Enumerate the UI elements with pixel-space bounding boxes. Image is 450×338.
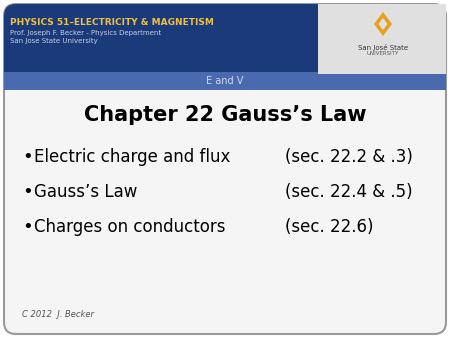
Text: Gauss’s Law: Gauss’s Law bbox=[34, 183, 137, 201]
Polygon shape bbox=[381, 13, 385, 19]
Text: Electric charge and flux: Electric charge and flux bbox=[34, 148, 230, 166]
Text: •: • bbox=[22, 218, 33, 236]
Polygon shape bbox=[378, 18, 387, 30]
Polygon shape bbox=[381, 29, 385, 35]
Text: PHYSICS 51–ELECTRICITY & MAGNETISM: PHYSICS 51–ELECTRICITY & MAGNETISM bbox=[10, 18, 214, 27]
FancyBboxPatch shape bbox=[4, 4, 446, 334]
Polygon shape bbox=[374, 12, 392, 36]
Text: San Jose State University: San Jose State University bbox=[10, 38, 98, 44]
Polygon shape bbox=[387, 21, 391, 27]
Text: •: • bbox=[22, 183, 33, 201]
Text: •: • bbox=[22, 148, 33, 166]
Bar bbox=[4, 50, 446, 74]
Text: C 2012  J. Becker: C 2012 J. Becker bbox=[22, 310, 94, 319]
Text: Prof. Joseph F. Becker - Physics Department: Prof. Joseph F. Becker - Physics Departm… bbox=[10, 30, 161, 36]
Text: San José State: San José State bbox=[358, 44, 408, 51]
Text: Chapter 22 Gauss’s Law: Chapter 22 Gauss’s Law bbox=[84, 105, 366, 125]
Text: (sec. 22.6): (sec. 22.6) bbox=[285, 218, 374, 236]
FancyBboxPatch shape bbox=[318, 4, 442, 72]
Bar bbox=[4, 72, 446, 90]
Text: (sec. 22.2 & .3): (sec. 22.2 & .3) bbox=[285, 148, 413, 166]
Text: Charges on conductors: Charges on conductors bbox=[34, 218, 225, 236]
Text: E and V: E and V bbox=[206, 76, 244, 86]
FancyBboxPatch shape bbox=[4, 4, 446, 74]
Bar bbox=[318, 4, 446, 74]
Polygon shape bbox=[375, 21, 379, 27]
Text: (sec. 22.4 & .5): (sec. 22.4 & .5) bbox=[285, 183, 413, 201]
Text: UNIVERSITY: UNIVERSITY bbox=[367, 51, 399, 56]
